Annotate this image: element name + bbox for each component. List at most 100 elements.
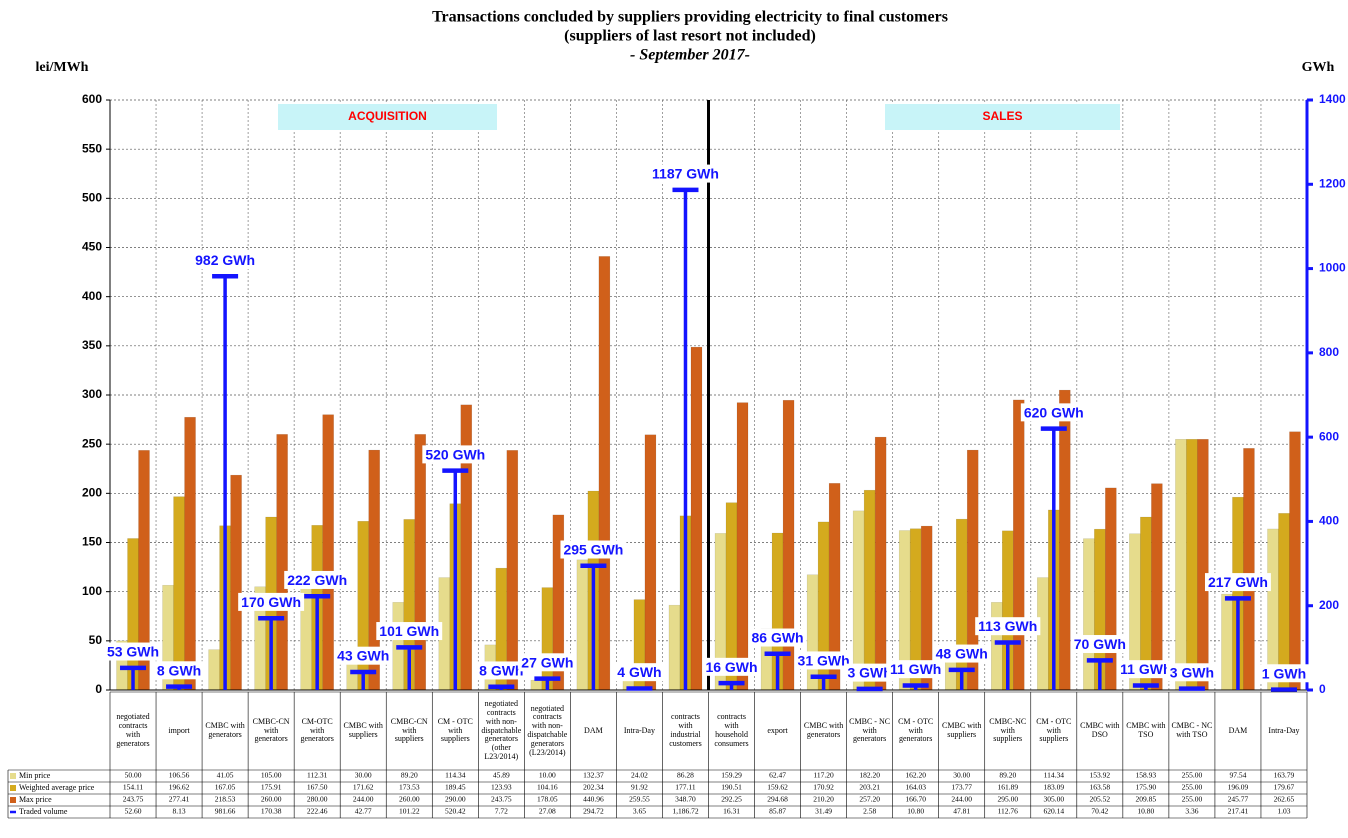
- table-value: 290.00: [445, 795, 466, 804]
- table-value: 179.67: [1274, 783, 1295, 792]
- y-tick-label: 450: [82, 240, 102, 254]
- table-value: 104.16: [537, 783, 558, 792]
- table-value: 50.00: [125, 771, 142, 780]
- y-tick-label: 400: [82, 289, 102, 303]
- bar: [541, 587, 554, 691]
- table-value: 8.13: [172, 807, 185, 816]
- category-label: CM - OTC with suppliers: [437, 716, 473, 744]
- data-label: 101 GWh: [379, 623, 439, 639]
- data-label-bg: [1204, 573, 1271, 592]
- table-value: 210.20: [813, 795, 834, 804]
- bar: [668, 604, 681, 691]
- table-header-cell: CM - OTC with suppliers: [1036, 717, 1071, 743]
- legend-label: Min price: [19, 771, 51, 780]
- category-label: CMBC with TSO: [1126, 721, 1166, 739]
- bar: [576, 559, 589, 691]
- data-label-bg: [153, 661, 205, 680]
- y-tick-label: 150: [82, 535, 102, 549]
- table-value: 162.20: [905, 771, 926, 780]
- bar: [322, 414, 334, 691]
- table-value: 178.05: [537, 795, 558, 804]
- table-value: 112.31: [307, 771, 328, 780]
- table-value: 182.20: [859, 771, 880, 780]
- table-value: 196.09: [1228, 783, 1249, 792]
- table-value: 163.58: [1090, 783, 1111, 792]
- table-value: 295.00: [997, 795, 1018, 804]
- y2-tick-label: 1200: [1319, 176, 1346, 190]
- category-label: CMBC with generators: [205, 721, 245, 739]
- bar: [173, 496, 185, 691]
- table-value: 45.89: [493, 771, 510, 780]
- category-label: import: [168, 725, 190, 735]
- y2-axis-label: GWh: [1302, 60, 1335, 75]
- table-value: 7.72: [495, 807, 508, 816]
- category-label: CM - OTC with generators: [898, 716, 934, 744]
- table-value: 196.62: [169, 783, 190, 792]
- bar: [1186, 439, 1198, 691]
- table-value: 112.76: [998, 807, 1019, 816]
- table-value: 47.81: [953, 807, 970, 816]
- bar: [357, 520, 369, 691]
- chart-subtitle: (suppliers of last resort not included): [564, 28, 816, 45]
- table-value: 260.00: [399, 795, 420, 804]
- bar: [276, 434, 288, 691]
- data-label-bg: [1070, 635, 1129, 654]
- data-label: 217 GWh: [1208, 574, 1268, 590]
- table-value: 294.68: [767, 795, 788, 804]
- y-axis-label: lei/MWh: [36, 60, 89, 75]
- table-header-cell: Intra-Day: [624, 726, 655, 735]
- data-label-bg: [103, 642, 163, 661]
- bar: [690, 346, 703, 691]
- table-header-cell: CM - OTC with generators: [898, 716, 934, 744]
- data-label-bg: [518, 653, 577, 672]
- annotation-box: [885, 104, 1120, 130]
- y-tick-label: 100: [82, 584, 102, 598]
- data-label: 4 GWh: [617, 664, 661, 680]
- table-value: 101.22: [399, 807, 420, 816]
- table-value: 114.34: [1044, 771, 1065, 780]
- table-value: 166.70: [905, 795, 926, 804]
- table-value: 2.58: [863, 807, 876, 816]
- bar: [1013, 399, 1025, 691]
- legend-swatch: [10, 785, 16, 791]
- table-value: 243.75: [123, 795, 144, 804]
- bar: [414, 434, 426, 691]
- bar: [874, 436, 887, 691]
- table-value: 3.65: [633, 807, 646, 816]
- y-tick-label: 300: [82, 387, 102, 401]
- table-value: 177.11: [675, 783, 696, 792]
- chart-period: - September 2017-: [630, 47, 750, 64]
- table-value: 217.41: [1228, 807, 1249, 816]
- table-header-cell: DAM: [584, 726, 603, 735]
- category-label: contracts with household consumers: [714, 712, 749, 748]
- table-value: 86.28: [677, 771, 694, 780]
- table-header-cell: CMBC with generators: [804, 721, 843, 739]
- bar: [1289, 431, 1301, 691]
- category-label: CMBC-NC with suppliers: [989, 716, 1027, 744]
- table-header-cell: CMBC with suppliers: [942, 721, 981, 739]
- bar: [991, 602, 1003, 691]
- table-value: 158.93: [1136, 771, 1157, 780]
- bar: [598, 256, 611, 691]
- table-value: 1.03: [1277, 807, 1290, 816]
- table-value: 259.55: [629, 795, 650, 804]
- data-label-bg: [1117, 660, 1175, 679]
- table-header-cell: CM - OTC with suppliers: [437, 716, 473, 744]
- table-value: 31.49: [815, 807, 832, 816]
- table-header-cell: CMBC-CN with generators: [253, 717, 290, 743]
- data-label-bg: [794, 651, 853, 670]
- table-header-cell: negotiated contracts with non-dispatchab…: [527, 703, 568, 757]
- table-value: 62.47: [769, 771, 786, 780]
- table-value: 105.00: [261, 771, 282, 780]
- table-value: 171.62: [353, 783, 374, 792]
- data-label-bg: [614, 663, 665, 682]
- table-value: 255.00: [1182, 795, 1203, 804]
- table-value: 183.09: [1043, 783, 1064, 792]
- y2-tick-label: 200: [1319, 598, 1339, 612]
- data-label-bg: [422, 445, 489, 464]
- table-value: 260.00: [261, 795, 282, 804]
- category-label: negotiated contracts with non-dispatchab…: [527, 703, 568, 757]
- data-label: 113 GWh: [978, 618, 1037, 634]
- bar: [530, 679, 543, 691]
- bar: [230, 474, 242, 691]
